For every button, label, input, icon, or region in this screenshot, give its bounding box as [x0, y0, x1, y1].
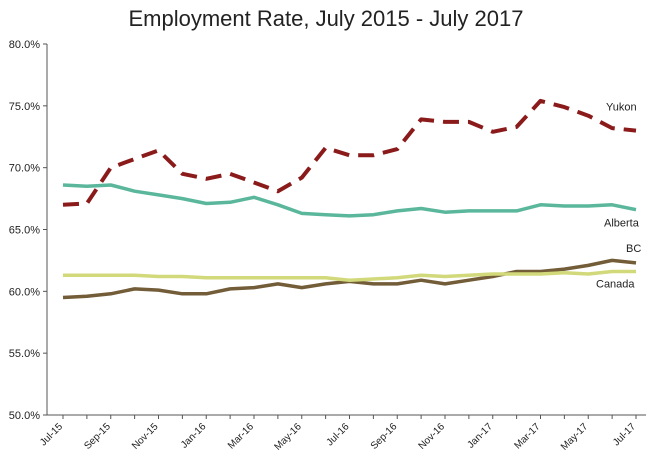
x-tick-label: Jul-17 [611, 421, 638, 448]
y-tick-label: 75.0% [9, 101, 40, 113]
series-label-yukon: Yukon [606, 102, 637, 114]
series-label-bc: BC [626, 243, 641, 255]
series-label-canada: Canada [596, 279, 635, 291]
series-line-canada [63, 269, 636, 282]
x-tick-label: Nov-15 [130, 421, 161, 452]
series-label-alberta: Alberta [604, 218, 640, 230]
x-tick-label: Sep-16 [369, 421, 400, 452]
x-tick-label: May-17 [559, 421, 591, 453]
series-labels: Yukon Alberta BC Canada [596, 102, 641, 291]
x-tick-label: May-16 [273, 421, 305, 453]
y-tick-label: 50.0% [9, 410, 40, 422]
x-tick-label: Jan-17 [465, 421, 495, 451]
y-tick-label: 55.0% [9, 348, 40, 360]
x-tick-label: Jul-15 [38, 421, 65, 448]
series-line-alberta [62, 183, 637, 218]
x-tick-label: Jul-16 [325, 421, 352, 448]
x-tick-label: Mar-17 [512, 421, 542, 451]
chart-title: Employment Rate, July 2015 - July 2017 [128, 6, 524, 31]
x-tick-label: Mar-16 [226, 421, 256, 451]
y-tick-label: 70.0% [9, 163, 40, 175]
x-tick-label: Nov-16 [417, 421, 448, 452]
y-tick-label: 65.0% [9, 225, 40, 237]
y-tick-label: 80.0% [9, 39, 40, 51]
x-tick-label: Sep-15 [82, 421, 113, 452]
series-lines [62, 98, 637, 300]
axes: 50.0% 55.0% 60.0% 65.0% 70.0% 75.0% 80.0% Jul-1… [9, 39, 646, 453]
x-tick-label: Jan-16 [179, 421, 209, 451]
series-line-yukon [62, 98, 637, 207]
y-tick-label: 60.0% [9, 286, 40, 298]
